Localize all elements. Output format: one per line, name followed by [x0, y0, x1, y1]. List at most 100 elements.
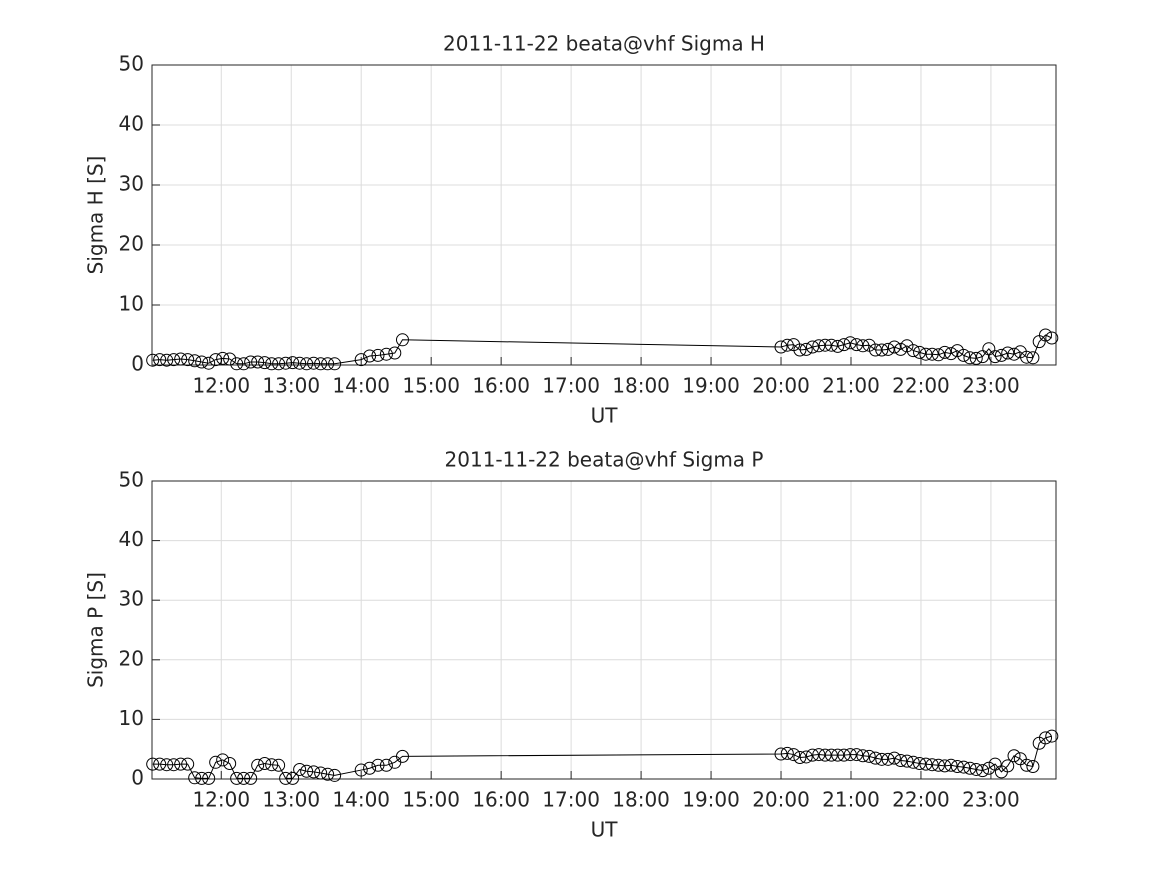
data-point [1026, 351, 1040, 365]
data-point [994, 348, 1008, 362]
data-point [300, 357, 314, 371]
data-point [1020, 758, 1034, 772]
x-tick-label: 20:00 [752, 374, 810, 398]
data-point [774, 340, 788, 354]
data-point [286, 771, 300, 785]
data-point [1039, 731, 1053, 745]
y-tick-label: 0 [131, 766, 144, 790]
data-point [988, 350, 1002, 364]
data-point [328, 357, 342, 371]
data-point [881, 342, 895, 356]
x-tick-label: 18:00 [612, 374, 670, 398]
data-point [251, 355, 265, 369]
y-tick-label: 30 [119, 587, 144, 611]
x-tick-label: 15:00 [402, 374, 460, 398]
x-axis-label: UT [591, 404, 619, 428]
y-axis-label: Sigma P [S] [84, 572, 108, 688]
x-tick-label: 14:00 [332, 788, 390, 812]
data-point [1026, 759, 1040, 773]
data-point [1001, 346, 1015, 360]
data-point [244, 771, 258, 785]
data-point [223, 352, 237, 366]
data-point [894, 342, 908, 356]
data-point [982, 761, 996, 775]
data-point [230, 357, 244, 371]
data-point [174, 352, 188, 366]
data-point [988, 757, 1002, 771]
x-tick-label: 16:00 [472, 374, 530, 398]
data-point [868, 343, 882, 357]
data-point [900, 754, 914, 768]
data-point [265, 758, 279, 772]
data-point [931, 348, 945, 362]
x-tick-label: 17:00 [542, 788, 600, 812]
data-point [799, 342, 813, 356]
data-point [856, 339, 870, 353]
data-point [181, 353, 195, 367]
data-point [216, 753, 230, 767]
data-point [188, 354, 202, 368]
data-point [328, 768, 342, 782]
data-point [793, 343, 807, 357]
data-point [976, 764, 990, 778]
data-point [887, 751, 901, 765]
data-point [969, 762, 983, 776]
y-tick-label: 20 [119, 232, 144, 256]
data-point [780, 338, 794, 352]
data-point [875, 343, 889, 357]
data-point [806, 748, 820, 762]
data-point [931, 758, 945, 772]
data-point [279, 771, 293, 785]
data-point [272, 758, 286, 772]
data-point [812, 748, 826, 762]
data-point [379, 347, 393, 361]
y-tick-label: 20 [119, 646, 144, 670]
data-point [1020, 350, 1034, 364]
data-point [388, 346, 402, 360]
data-point [195, 355, 209, 369]
x-tick-label: 19:00 [682, 374, 740, 398]
data-point [774, 747, 788, 761]
data-point [906, 755, 920, 769]
data-point [856, 749, 870, 763]
data-point [300, 764, 314, 778]
data-point [209, 353, 223, 367]
data-point [850, 748, 864, 762]
data-point [938, 759, 952, 773]
data-point [944, 758, 958, 772]
data-point [957, 760, 971, 774]
data-point [202, 771, 216, 785]
data-point [843, 748, 857, 762]
data-point [363, 761, 377, 775]
data-point [938, 345, 952, 359]
data-point [153, 757, 167, 771]
data-point [160, 758, 174, 772]
x-tick-label: 12:00 [192, 788, 250, 812]
data-point [1045, 331, 1059, 345]
data-point [963, 351, 977, 365]
y-tick-label: 50 [119, 52, 144, 76]
x-tick-label: 23:00 [962, 788, 1020, 812]
y-tick-label: 40 [119, 527, 144, 551]
data-point [146, 353, 160, 367]
x-tick-label: 23:00 [962, 374, 1020, 398]
data-point [793, 751, 807, 765]
x-tick-label: 18:00 [612, 788, 670, 812]
data-point [363, 349, 377, 363]
data-point [321, 357, 335, 371]
y-axis-label: Sigma H [S] [84, 156, 108, 275]
data-point [272, 357, 286, 371]
data-point [279, 356, 293, 370]
data-point [868, 751, 882, 765]
data-point [265, 357, 279, 371]
plot-area [152, 65, 1056, 365]
data-point [379, 758, 393, 772]
data-point [209, 755, 223, 769]
y-tick-label: 10 [119, 706, 144, 730]
data-point [307, 765, 321, 779]
data-point [195, 771, 209, 785]
data-point [167, 758, 181, 772]
data-point [216, 351, 230, 365]
data-point [837, 748, 851, 762]
